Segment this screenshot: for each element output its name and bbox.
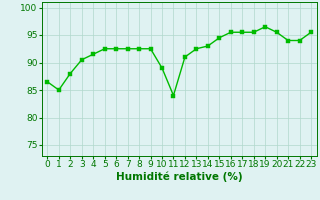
X-axis label: Humidité relative (%): Humidité relative (%) bbox=[116, 172, 243, 182]
